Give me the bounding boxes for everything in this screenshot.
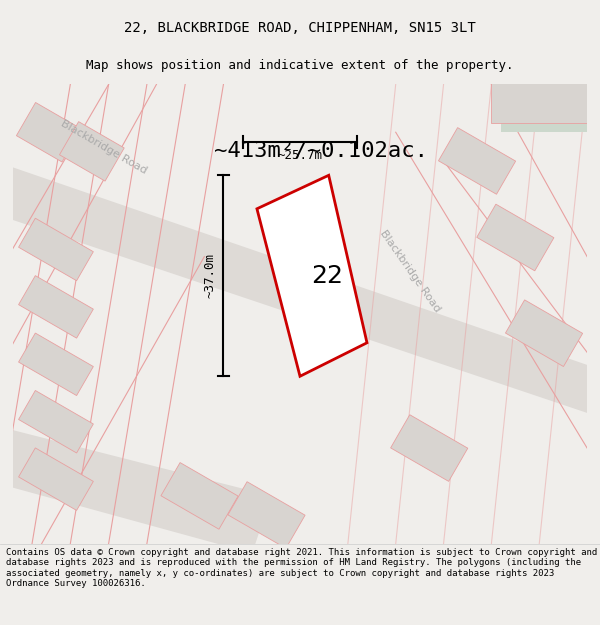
Text: Blackbridge Road: Blackbridge Road: [59, 118, 149, 176]
Text: ~25.7m: ~25.7m: [278, 149, 323, 162]
Polygon shape: [391, 415, 468, 481]
Polygon shape: [491, 75, 587, 122]
Polygon shape: [228, 482, 305, 548]
Polygon shape: [8, 166, 600, 419]
Text: 22: 22: [311, 264, 344, 288]
Polygon shape: [501, 84, 587, 132]
Polygon shape: [505, 300, 583, 366]
Polygon shape: [257, 175, 367, 376]
Text: Contains OS data © Crown copyright and database right 2021. This information is : Contains OS data © Crown copyright and d…: [6, 548, 597, 588]
Polygon shape: [161, 462, 238, 529]
Polygon shape: [19, 276, 94, 338]
Polygon shape: [59, 122, 124, 181]
Polygon shape: [19, 448, 94, 511]
Text: ~37.0m: ~37.0m: [203, 253, 217, 298]
Polygon shape: [477, 204, 554, 271]
Polygon shape: [19, 391, 94, 453]
Polygon shape: [439, 127, 515, 194]
Polygon shape: [8, 429, 271, 553]
Polygon shape: [19, 333, 94, 396]
Polygon shape: [16, 102, 81, 162]
Text: 22, BLACKBRIDGE ROAD, CHIPPENHAM, SN15 3LT: 22, BLACKBRIDGE ROAD, CHIPPENHAM, SN15 3…: [124, 21, 476, 35]
Polygon shape: [19, 218, 94, 281]
Text: Map shows position and indicative extent of the property.: Map shows position and indicative extent…: [86, 59, 514, 72]
Text: Blackbridge Road: Blackbridge Road: [378, 228, 442, 314]
Text: ~413m²/~0.102ac.: ~413m²/~0.102ac.: [214, 141, 428, 161]
